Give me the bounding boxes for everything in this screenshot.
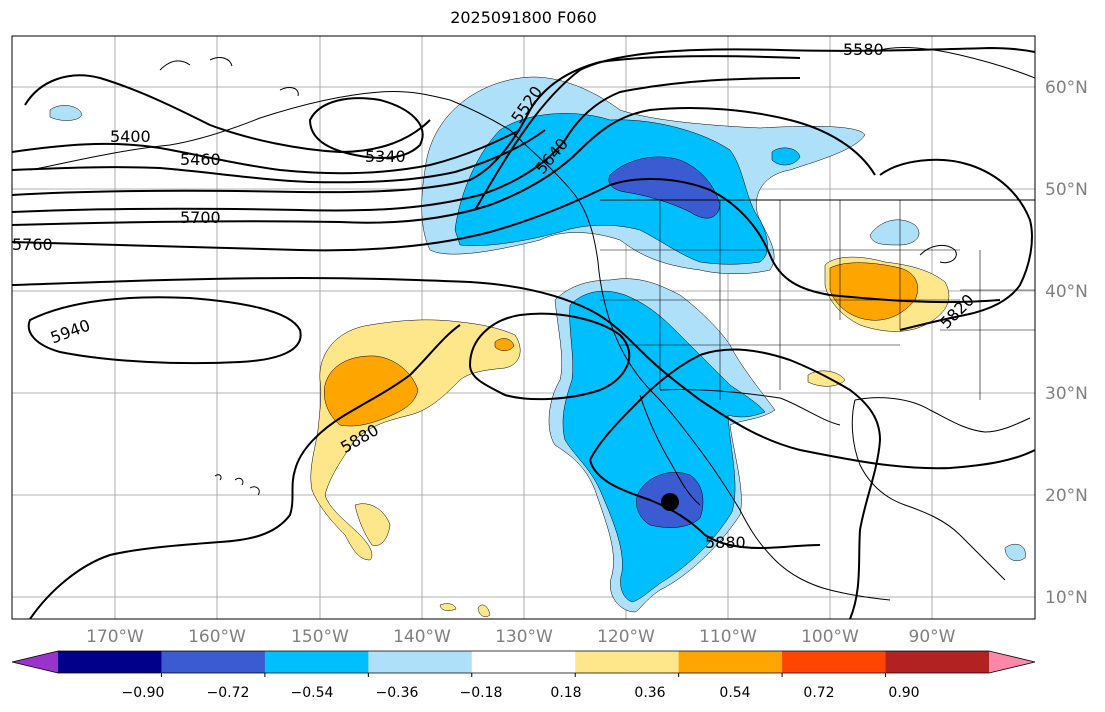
alaska-islands	[159, 57, 299, 97]
shaded-field-positive	[310, 256, 950, 617]
contour-label-5760: 5760	[12, 235, 53, 254]
colorbar-extend-max	[989, 651, 1035, 673]
contour-label-5340: 5340	[365, 147, 406, 166]
lon-label: 120°W	[597, 627, 655, 647]
contour-label-5460: 5460	[180, 150, 221, 169]
contour-5700	[12, 107, 876, 226]
yellow-patch-small-2	[477, 604, 491, 617]
lon-label: 160°W	[188, 627, 246, 647]
light-blue-patch-gulf	[1004, 543, 1026, 562]
hudson-bay-edge	[879, 47, 1035, 79]
deep-sky-region-north	[454, 113, 768, 265]
map-title: 2025091800 F060	[450, 8, 597, 27]
yellow-patch-small-1	[439, 603, 457, 611]
colorbar-tick-label: −0.54	[291, 685, 334, 701]
lon-labels: 170°W 160°W 150°W 140°W 130°W 120°W 110°…	[86, 627, 956, 647]
contour-5460-a	[12, 129, 521, 175]
coastlines	[29, 47, 1035, 601]
colorbar-tick-label: 0.72	[803, 685, 834, 701]
lon-label: 100°W	[801, 627, 859, 647]
colorbar-tick-label: 0.90	[888, 685, 919, 701]
contour-5880-west	[468, 312, 631, 401]
lat-label: 40°N	[1045, 282, 1088, 302]
colorbar-tick-label: −0.18	[460, 685, 503, 701]
yellow-region-tail	[354, 503, 391, 546]
contour-5400	[24, 74, 431, 154]
lon-label: 110°W	[699, 627, 757, 647]
light-blue-patch-small	[49, 105, 83, 121]
colorbar-segment	[264, 651, 369, 673]
orange-patch-pacific	[494, 338, 515, 351]
lat-label: 10°N	[1045, 588, 1088, 608]
light-blue-patch-east	[869, 219, 920, 246]
colorbar-extend-min	[12, 651, 58, 673]
shaded-field-negative	[49, 76, 1026, 613]
lon-label: 90°W	[909, 627, 956, 647]
lat-label: 60°N	[1045, 78, 1088, 98]
contour-label-5580: 5580	[843, 40, 884, 59]
pacific-northwest-coast	[509, 129, 891, 601]
storm-center-marker	[661, 493, 679, 511]
baja-peninsula	[639, 394, 701, 506]
lon-label: 170°W	[86, 627, 144, 647]
contour-label-5880-b: 5880	[705, 533, 746, 552]
colorbar-segment	[161, 651, 266, 673]
alaska-coast	[29, 91, 511, 171]
colorbar-segment	[885, 651, 990, 673]
contour-5640	[12, 77, 801, 213]
contour-label-5400: 5400	[110, 127, 151, 146]
contour-5880-tail	[29, 469, 296, 619]
lat-label: 30°N	[1045, 384, 1088, 404]
gulf-coast	[854, 397, 1031, 433]
contour-5340	[308, 97, 424, 159]
contour-5460-b	[12, 129, 546, 184]
contour-5820-east	[879, 158, 1033, 331]
royal-blue-region-north	[608, 156, 721, 219]
map-frame	[11, 35, 1036, 620]
colorbar-segment	[368, 651, 473, 673]
gulf-coast-south	[851, 399, 1006, 581]
colorbar-segment	[782, 651, 887, 673]
lon-label: 140°W	[393, 627, 451, 647]
deep-sky-patch-east	[771, 147, 801, 166]
contour-5880-south	[294, 324, 461, 471]
contour-5820	[12, 276, 1035, 470]
hawaii-islands	[214, 474, 260, 496]
contour-5940	[27, 296, 302, 365]
contour-5880-storm-inner	[589, 459, 821, 550]
contour-label-5700: 5700	[180, 208, 221, 227]
lon-label: 130°W	[495, 627, 553, 647]
colorbar-tick-label: −0.72	[207, 685, 250, 701]
colorbar-tick-label: 0.36	[634, 685, 665, 701]
contour-5520	[12, 55, 801, 196]
us-mexico-border	[659, 388, 841, 426]
deep-sky-region-south	[562, 290, 766, 603]
contour-5880-storm	[589, 348, 882, 619]
colorbar-segment	[678, 651, 783, 673]
lat-labels: 60°N 50°N 40°N 30°N 20°N 10°N	[1045, 78, 1088, 608]
colorbar-tick-label: 0.18	[550, 685, 581, 701]
contour-5580	[474, 46, 1035, 211]
colorbar-labels: −0.90 −0.72 −0.54 −0.36 −0.18 0.18 0.36 …	[122, 685, 920, 701]
lat-label: 20°N	[1045, 486, 1088, 506]
colorbar-outline	[11, 650, 1036, 674]
colorbar-segment	[575, 651, 680, 673]
colorbar-segment	[471, 651, 576, 673]
contour-5760	[12, 178, 1001, 304]
colorbar	[11, 650, 1036, 677]
colorbar-segment	[58, 651, 162, 673]
colorbar-tick-label: −0.90	[122, 685, 165, 701]
lat-label: 50°N	[1045, 180, 1088, 200]
orange-region-pacific	[324, 355, 419, 427]
colorbar-tick-label: 0.54	[719, 685, 750, 701]
colorbar-tick-label: −0.36	[376, 685, 419, 701]
height-contours	[12, 46, 1035, 619]
lon-label: 150°W	[291, 627, 349, 647]
